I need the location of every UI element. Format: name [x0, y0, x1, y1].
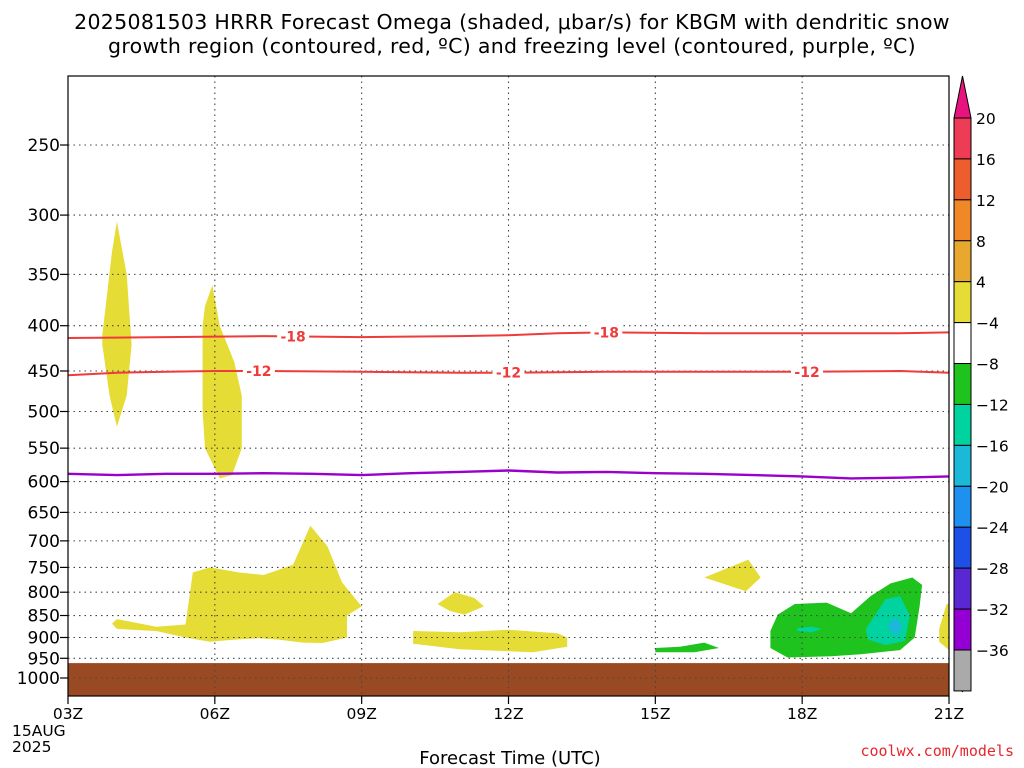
temperature-contours: -18 -18 -12 -12 -12	[67, 324, 950, 480]
colorbar-swatch-5	[953, 322, 972, 365]
contour-label-bg-0-1	[590, 324, 623, 341]
y-tick-label-350: 350	[28, 265, 60, 285]
y-tick-label-300: 300	[28, 206, 60, 226]
omega-region-5	[704, 559, 761, 592]
x-start-date-label-0: 15AUG	[12, 722, 66, 740]
colorbar-swatch-12	[953, 608, 972, 651]
x-tick-label-06Z: 06Z	[200, 705, 230, 723]
x-axis-title: Forecast Time (UTC)	[419, 748, 600, 768]
x-tick-label-09Z: 09Z	[346, 705, 376, 723]
x-tick-label-21Z: 21Z	[934, 705, 964, 723]
y-tick-label-800: 800	[28, 583, 60, 603]
colorbar-tick-label-6: −8	[976, 356, 999, 374]
y-tick-label-850: 850	[28, 607, 60, 627]
colorbar-tick-label-1: 16	[976, 151, 996, 169]
contour-label--18: -18	[594, 325, 619, 341]
omega-region-0	[102, 221, 132, 427]
y-tick-label-500: 500	[28, 403, 60, 423]
colorbar-tick-label-5: −4	[976, 315, 999, 333]
colorbar-tick-label-9: −20	[976, 478, 1009, 496]
contour-label--12: -12	[246, 364, 271, 380]
y-tick-label-700: 700	[28, 532, 60, 552]
colorbar-tick-label-13: −36	[976, 642, 1009, 660]
contour-label-bg-1-2	[791, 363, 824, 380]
y-tick-label-900: 900	[28, 628, 60, 648]
y-tick-label-400: 400	[28, 317, 60, 337]
y-axis: 2503003504004505005506006507007508008509…	[17, 136, 68, 689]
colorbar-swatch-8	[953, 444, 972, 487]
freezing-level-line	[67, 469, 950, 480]
colorbar-swatch-4	[953, 281, 972, 324]
y-tick-label-550: 550	[28, 439, 60, 459]
contour-label-bg-0-0	[277, 328, 310, 345]
colorbar-swatch-1	[953, 158, 972, 201]
source-credit: coolwx.com/models	[860, 742, 1014, 760]
colorbar-swatch-9	[953, 485, 972, 528]
chart-title-line-1: 2025081503 HRRR Forecast Omega (shaded, …	[74, 10, 950, 34]
colorbar-tick-label-11: −28	[976, 560, 1009, 578]
colorbar-legend: 20 16 12 8 4 −4 −8 −12 −16 −20 −24 −28 −32 −36	[953, 75, 1009, 693]
ground-fill	[68, 663, 949, 696]
omega-region-3	[437, 592, 484, 615]
omega-region-4	[413, 629, 568, 653]
colorbar-swatch-3	[953, 240, 972, 283]
colorbar-swatch-13	[953, 649, 972, 692]
contour-label-bg-1-1	[492, 364, 525, 381]
y-tick-label-600: 600	[28, 473, 60, 493]
contour-line--18-0	[67, 331, 950, 339]
omega-region-7	[655, 642, 719, 653]
colorbar-tick-label-2: 12	[976, 192, 996, 210]
ground-below-surface	[68, 663, 949, 696]
y-tick-label-250: 250	[28, 136, 60, 156]
y-tick-label-950: 950	[28, 649, 60, 669]
colorbar-swatch-11	[953, 567, 972, 610]
colorbar-tick-label-0: 20	[976, 110, 996, 128]
chart-title-line-2: growth region (contoured, red, ºC) and f…	[108, 34, 916, 58]
y-tick-label-750: 750	[28, 558, 60, 578]
x-tick-label-15Z: 15Z	[640, 705, 670, 723]
omega-region-11	[887, 617, 903, 636]
omega-shading	[102, 221, 949, 658]
contour-label-bg-1-0	[242, 362, 275, 379]
x-tick-label-18Z: 18Z	[787, 705, 817, 723]
contour-label--12: -12	[794, 365, 819, 381]
omega-region-6	[939, 604, 949, 651]
contour-label--18: -18	[280, 329, 305, 345]
omega-region-1	[202, 285, 242, 479]
x-tick-label-03Z: 03Z	[53, 705, 83, 723]
colorbar-swatch-2	[953, 199, 972, 242]
colorbar-swatch-6	[953, 363, 972, 405]
omega-region-10	[865, 596, 910, 646]
omega-region-9	[797, 626, 822, 633]
colorbar-tick-label-3: 8	[976, 233, 986, 251]
colorbar-swatch-7	[953, 403, 972, 446]
colorbar-top-cap	[953, 75, 972, 119]
y-tick-label-650: 650	[28, 503, 60, 523]
colorbar-tick-label-10: −24	[976, 519, 1009, 537]
x-start-date-label-1: 2025	[12, 738, 51, 756]
colorbar-tick-label-8: −16	[976, 437, 1009, 455]
y-tick-label-450: 450	[28, 362, 60, 382]
contour-label--12: -12	[496, 366, 521, 382]
x-tick-label-12Z: 12Z	[493, 705, 523, 723]
colorbar-swatch-10	[953, 526, 972, 569]
colorbar-tick-label-4: 4	[976, 274, 986, 292]
colorbar-tick-label-7: −12	[976, 396, 1009, 414]
omega-region-2	[112, 525, 362, 643]
colorbar-swatch-0	[953, 117, 972, 160]
colorbar-tick-label-12: −32	[976, 601, 1009, 619]
y-tick-label-1000: 1000	[17, 669, 60, 689]
